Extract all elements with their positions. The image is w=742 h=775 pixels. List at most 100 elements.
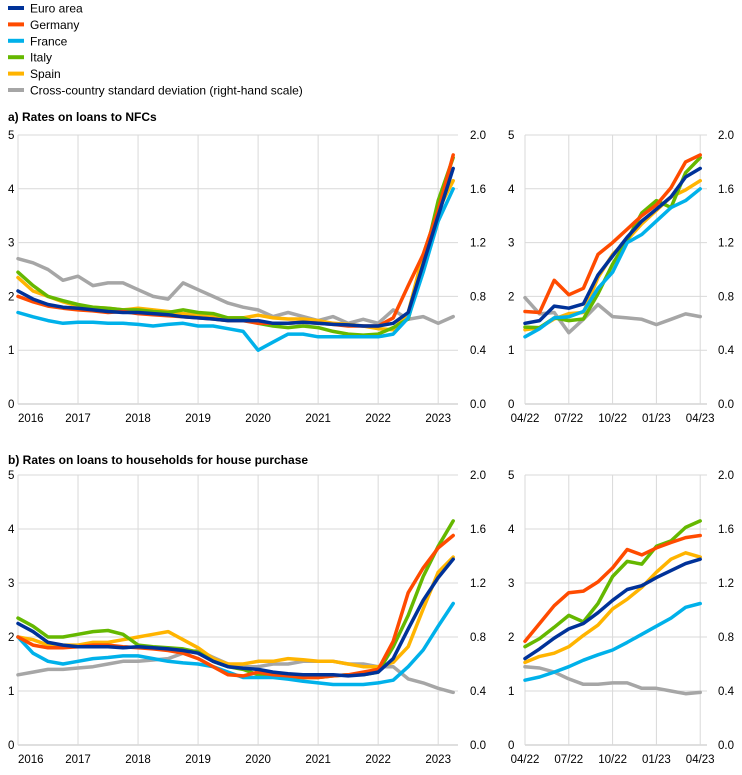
series-line-italy xyxy=(16,155,455,337)
y2-tick-label: 1.6 xyxy=(718,184,734,196)
y-tick-label: 5 xyxy=(508,130,514,142)
x-tick-label: 2023 xyxy=(425,413,451,425)
y2-tick-label: 0.4 xyxy=(470,345,487,357)
x-tick-label: 2016 xyxy=(18,413,44,425)
series-line-euro xyxy=(523,166,702,326)
panel-b-recent: 0 1 2 3 4 5 0.0 0.4 0.8 1.2 1.6 2.0 04/22 07/22 10/22 0… xyxy=(508,470,735,766)
y2-tick-label: 0.8 xyxy=(470,632,486,644)
x-tick-label: 2019 xyxy=(185,413,211,425)
y-tick-label: 3 xyxy=(508,578,514,590)
y2-tick-label: 0.8 xyxy=(718,632,734,644)
x-tick-label: 2019 xyxy=(185,754,211,766)
x-tick-label: 01/23 xyxy=(642,413,671,425)
x-tick-label: 04/22 xyxy=(511,413,540,425)
y2-tick-label: 1.6 xyxy=(470,184,486,196)
series-line-france xyxy=(523,601,702,682)
legend-label: Cross-country standard deviation (right-… xyxy=(30,84,303,98)
x-tick-label: 2022 xyxy=(365,754,391,766)
y2-tick-label: 2.0 xyxy=(470,470,486,482)
legend-label: France xyxy=(30,34,68,48)
panel-b-long: 0 1 2 3 4 5 0.0 0.4 0.8 1.2 1.6 2.0 2016 2017 2018 2019… xyxy=(8,470,487,766)
series-line-germany xyxy=(523,153,702,315)
y-tick-label: 3 xyxy=(8,238,14,250)
x-tick-label: 07/22 xyxy=(554,413,583,425)
y-tick-label: 2 xyxy=(8,291,14,303)
series-line-euro xyxy=(16,166,455,328)
y-tick-label: 4 xyxy=(8,184,15,196)
y2-tick-label: 2.0 xyxy=(718,130,734,142)
series-line-euro xyxy=(16,557,455,678)
y-tick-label: 0 xyxy=(8,740,14,752)
legend: Euro area Germany France Italy Spain Cross-co… xyxy=(8,2,303,98)
y-tick-label: 4 xyxy=(8,524,15,536)
x-tick-label: 2023 xyxy=(425,754,451,766)
y-tick-label: 0 xyxy=(508,399,514,411)
y2-tick-label: 0.4 xyxy=(718,345,735,357)
y2-tick-label: 0.4 xyxy=(718,686,735,698)
y-tick-label: 1 xyxy=(8,686,14,698)
legend-label: Italy xyxy=(30,51,52,65)
panel-b-title: b) Rates on loans to households for hous… xyxy=(8,453,308,467)
y-tick-label: 0 xyxy=(8,399,14,411)
y2-tick-label: 0.0 xyxy=(718,740,734,752)
panel-a-title: a) Rates on loans to NFCs xyxy=(8,110,157,124)
x-tick-label: 2021 xyxy=(305,754,331,766)
x-tick-label: 2018 xyxy=(125,754,151,766)
y-tick-label: 5 xyxy=(8,130,14,142)
series-line-france xyxy=(16,187,455,352)
x-tick-label: 04/23 xyxy=(686,413,715,425)
series-line-cross-country xyxy=(523,295,702,335)
x-tick-label: 2016 xyxy=(18,754,44,766)
y2-tick-label: 1.6 xyxy=(470,524,486,536)
y2-tick-label: 2.0 xyxy=(718,470,734,482)
series-line-germany xyxy=(523,533,702,644)
y2-tick-label: 1.2 xyxy=(718,238,734,250)
x-tick-label: 10/22 xyxy=(598,413,627,425)
y-tick-label: 2 xyxy=(8,632,14,644)
series-line-spain xyxy=(523,551,702,665)
y-tick-label: 3 xyxy=(8,578,14,590)
y-tick-label: 4 xyxy=(508,524,515,536)
x-tick-label: 07/22 xyxy=(554,754,583,766)
y2-tick-label: 0.0 xyxy=(470,399,486,411)
x-tick-label: 2017 xyxy=(65,413,91,425)
y-tick-label: 5 xyxy=(508,470,514,482)
panel-a-recent: 0 1 2 3 4 5 0.0 0.4 0.8 1.2 1.6 2.0 04/22 07/22 10/22 0… xyxy=(508,130,735,425)
panel-a-long: 0 1 2 3 4 5 0.0 0.4 0.8 1.2 1.6 2.0 2016 2017 2018 2019… xyxy=(8,130,487,425)
y2-tick-label: 0.8 xyxy=(470,291,486,303)
y2-tick-label: 2.0 xyxy=(470,130,486,142)
y-tick-label: 1 xyxy=(508,686,514,698)
y-tick-label: 1 xyxy=(8,345,14,357)
x-tick-label: 2020 xyxy=(245,754,271,766)
x-tick-label: 2021 xyxy=(305,413,331,425)
legend-label: Spain xyxy=(30,67,61,81)
y2-tick-label: 0.0 xyxy=(470,740,486,752)
y2-tick-label: 0.4 xyxy=(470,686,487,698)
y-tick-label: 3 xyxy=(508,238,514,250)
y-tick-label: 4 xyxy=(508,184,515,196)
y2-tick-label: 1.2 xyxy=(470,578,486,590)
x-tick-label: 2020 xyxy=(245,413,271,425)
series-line-cross-country xyxy=(16,256,455,326)
y2-tick-label: 1.2 xyxy=(718,578,734,590)
y-tick-label: 5 xyxy=(8,470,14,482)
series-line-euro xyxy=(523,557,702,661)
x-tick-label: 01/23 xyxy=(642,754,671,766)
y-tick-label: 1 xyxy=(508,345,514,357)
x-tick-label: 2018 xyxy=(125,413,151,425)
y2-tick-label: 0.8 xyxy=(718,291,734,303)
x-tick-label: 10/22 xyxy=(598,754,627,766)
y-tick-label: 2 xyxy=(508,632,514,644)
y2-tick-label: 0.0 xyxy=(718,399,734,411)
legend-label: Euro area xyxy=(30,2,83,16)
x-tick-label: 04/22 xyxy=(511,754,540,766)
y2-tick-label: 1.6 xyxy=(718,524,734,536)
x-tick-label: 2022 xyxy=(365,413,391,425)
series-line-france xyxy=(523,187,702,339)
x-tick-label: 2017 xyxy=(65,754,91,766)
series-line-germany xyxy=(16,153,455,328)
y-tick-label: 2 xyxy=(508,291,514,303)
y-tick-label: 0 xyxy=(508,740,514,752)
legend-label: Germany xyxy=(30,18,79,32)
